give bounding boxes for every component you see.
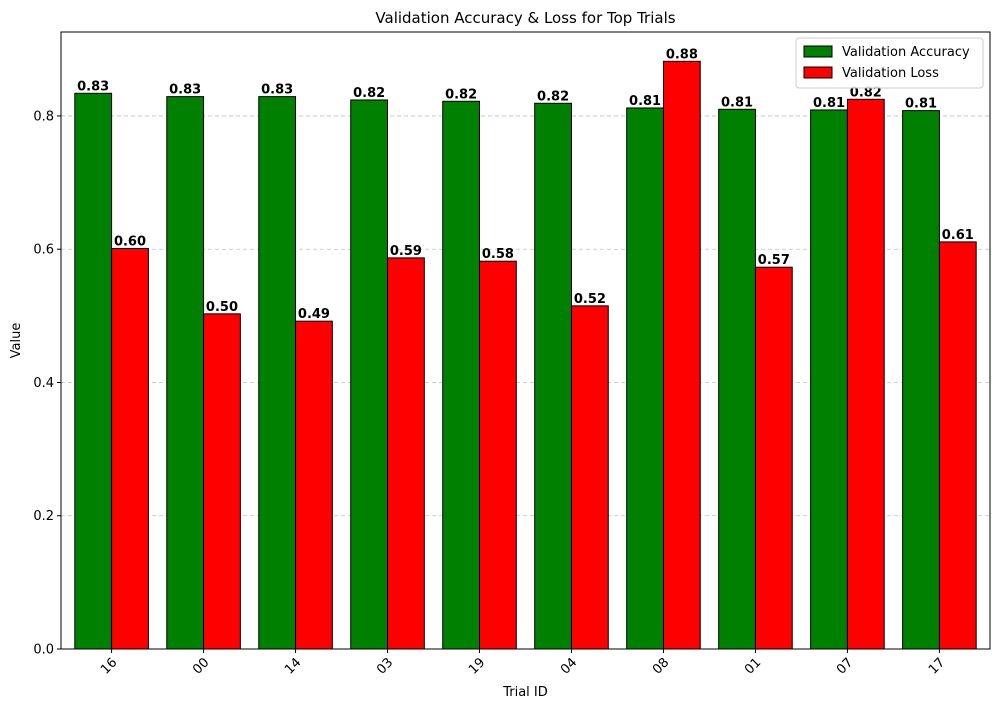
accuracy-bar [626,107,664,650]
y-tick-label: 0.6 [33,243,54,258]
loss-bar [938,241,977,650]
legend-swatch-loss [803,66,833,79]
plot-frame [60,31,991,650]
accuracy-bar [810,109,848,650]
loss-value-label: 0.52 [574,292,606,307]
loss-bar [846,98,885,650]
x-tick-label: 04 [558,655,580,677]
accuracy-value-label: 0.81 [905,97,937,112]
loss-value-label: 0.50 [206,300,238,315]
accuracy-bar [74,92,113,650]
accuracy-value-label: 0.83 [77,79,109,94]
x-tick-label: 07 [834,655,856,677]
y-axis-label: Value [9,323,24,359]
legend: Validation Accuracy Validation Loss [795,37,984,89]
loss-value-label: 0.58 [482,247,514,262]
x-tick-label: 01 [742,655,764,677]
x-tick-label: 00 [190,655,212,677]
x-axis-label: Trial ID [502,685,548,700]
accuracy-bar [258,96,297,650]
accuracy-bar [442,100,481,650]
y-axis-ticks: 0.0 0.2 0.4 0.6 0.8 [33,109,61,658]
bars [74,60,977,650]
accuracy-value-label: 0.82 [537,89,569,104]
loss-bar [111,248,149,650]
accuracy-bar [166,96,205,650]
loss-value-label: 0.88 [666,47,698,62]
y-tick-label: 0.2 [33,509,54,524]
y-tick-label: 0.4 [33,376,54,391]
accuracy-bar [718,108,756,650]
loss-bar [203,313,241,650]
x-tick-label: 14 [282,655,304,677]
x-tick-label: 08 [650,655,672,677]
loss-bar [295,320,333,650]
loss-value-label: 0.82 [850,85,882,100]
accuracy-value-label: 0.82 [353,86,385,101]
x-tick-label: 17 [926,655,948,677]
accuracy-value-label: 0.83 [169,83,201,98]
legend-box [795,37,984,89]
accuracy-bar [350,99,389,650]
chart-title: Validation Accuracy & Loss for Top Trial… [375,9,675,27]
loss-value-label: 0.59 [390,244,422,259]
loss-value-label: 0.61 [942,228,974,243]
loss-bar [570,305,609,650]
y-tick-label: 0.0 [33,643,54,658]
legend-label-loss: Validation Loss [842,66,939,81]
accuracy-value-label: 0.81 [721,95,753,110]
data-labels: 0.83 0.83 0.83 0.82 0.82 0.82 0.81 0.81 0.81 0.81… [77,47,974,322]
loss-bar [662,60,701,650]
loss-bar [754,266,793,650]
x-tick-label: 19 [466,655,488,677]
accuracy-bar [902,110,940,650]
loss-bar [479,260,517,650]
loss-value-label: 0.57 [758,253,790,268]
accuracy-value-label: 0.81 [813,96,845,111]
y-tick-label: 0.8 [33,109,54,124]
legend-label-accuracy: Validation Accuracy [842,45,970,60]
x-axis-ticks: 16 00 14 03 19 04 08 01 07 17 [98,649,948,678]
accuracy-value-label: 0.81 [629,94,661,109]
loss-value-label: 0.60 [114,235,146,250]
loss-value-label: 0.49 [298,307,330,322]
accuracy-value-label: 0.82 [445,87,477,102]
x-tick-label: 16 [98,655,120,677]
legend-swatch-accuracy [803,45,833,58]
loss-bar [387,257,425,650]
accuracy-value-label: 0.83 [261,83,293,98]
accuracy-bar [534,102,572,650]
x-tick-label: 03 [374,655,396,677]
